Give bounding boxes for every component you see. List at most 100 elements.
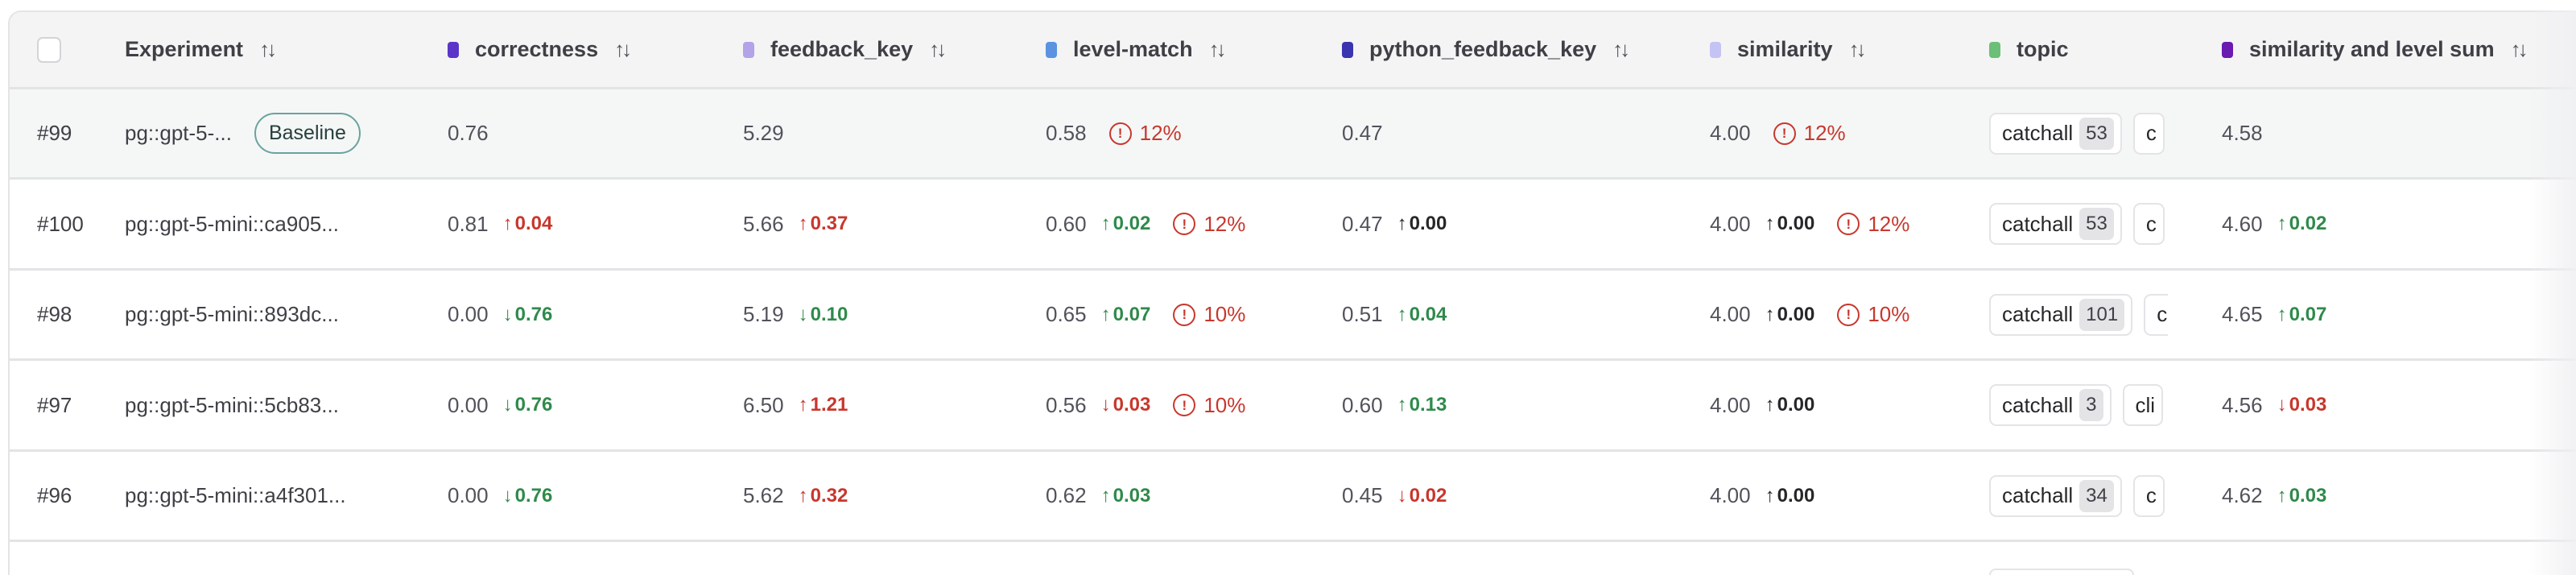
column-header-experiment[interactable]: Experiment ↑↓ — [125, 12, 277, 87]
table-row-partial[interactable] — [10, 542, 2576, 575]
sort-arrows-icon[interactable]: ↑↓ — [259, 37, 277, 61]
arrow-up-icon: ↑ — [2277, 213, 2287, 234]
delta-amount: 0.02 — [1113, 213, 1151, 234]
topic-chip[interactable]: c — [2132, 474, 2165, 517]
metric-cell-correctness: 0.00 ↓ 0.76 — [448, 362, 552, 449]
topic-chip[interactable]: catchall 3 — [1989, 384, 2112, 426]
topic-chip[interactable]: catchall 53 — [1989, 112, 2122, 155]
metric-cell-feedback_key: 6.50 ↑ 1.21 — [743, 362, 848, 449]
topic-chip[interactable]: c — [2132, 203, 2165, 245]
arrow-up-icon: ↑ — [1765, 213, 1775, 234]
metric-cell-sum: 4.60 ↑ 0.02 — [2222, 180, 2326, 268]
column-header-correctness[interactable]: correctness ↑↓ — [448, 12, 632, 87]
metric-value: 4.00 — [1710, 211, 1751, 236]
metric-delta: ↑ 0.04 — [1397, 304, 1447, 326]
topic-chip[interactable]: catchall 53 — [1989, 203, 2122, 245]
sort-arrows-icon[interactable]: ↑↓ — [929, 37, 947, 61]
topic-label: catchall — [2002, 392, 2074, 417]
error-rate-warning[interactable]: ! 10% — [1173, 302, 1245, 327]
alert-circle-icon: ! — [1773, 122, 1796, 145]
sort-arrows-icon[interactable]: ↑↓ — [1848, 37, 1867, 61]
metric-delta: ↑ 0.03 — [2277, 485, 2327, 507]
metric-delta: ↑ 0.00 — [1765, 394, 1815, 416]
error-rate-warning[interactable]: ! 12% — [1837, 212, 1909, 237]
table-row[interactable]: #99 pg::gpt-5-... Baseline 0.76 5.29 0.58! 12%… — [10, 89, 2576, 180]
metric-value: 0.65 — [1046, 302, 1087, 326]
metric-value: 0.00 — [448, 483, 489, 507]
column-header-topic[interactable]: topic — [1989, 12, 2069, 87]
metric-cell-python_feedback_key: 0.45 ↓ 0.02 — [1342, 452, 1447, 540]
topic-count: 53 — [2079, 117, 2114, 150]
error-rate-warning[interactable]: ! 10% — [1837, 302, 1909, 327]
experiment-cell[interactable]: pg::gpt-5-... Baseline — [125, 89, 361, 177]
topic-chip[interactable]: cli — [2122, 384, 2164, 426]
experiment-name[interactable]: pg::gpt-5-... — [125, 121, 232, 145]
metric-value: 4.00 — [1710, 483, 1751, 507]
error-rate-value: 10% — [1203, 302, 1246, 326]
topic-label: catchall — [2002, 302, 2074, 326]
select-all-checkbox[interactable] — [37, 36, 61, 63]
sort-arrows-icon[interactable]: ↑↓ — [614, 37, 632, 61]
topic-chip[interactable]: catchall 101 — [1989, 293, 2133, 336]
sort-arrows-icon[interactable]: ↑↓ — [2510, 37, 2529, 61]
delta-amount: 0.32 — [810, 484, 848, 507]
column-header-sum[interactable]: similarity and level sum ↑↓ — [2222, 12, 2529, 87]
topic-chip[interactable]: c — [2132, 112, 2165, 155]
metric-cell-python_feedback_key: 0.51 ↑ 0.04 — [1342, 271, 1447, 358]
delta-amount: 0.04 — [1409, 303, 1447, 325]
delta-amount: 0.13 — [1409, 394, 1447, 416]
metric-value: 4.60 — [2222, 211, 2263, 236]
column-header-level_match[interactable]: level-match ↑↓ — [1046, 12, 1227, 87]
topic-label: c — [2157, 302, 2168, 326]
topic-chip[interactable]: catchall 34 — [1989, 474, 2122, 517]
metric-delta: ↑ 0.07 — [1101, 304, 1151, 326]
topic-chip[interactable] — [1989, 568, 2134, 575]
error-rate-warning[interactable]: ! 12% — [1108, 121, 1182, 146]
topic-label: c — [2145, 483, 2157, 507]
arrow-up-icon: ↑ — [798, 394, 808, 416]
experiment-name[interactable]: pg::gpt-5-mini::ca905... — [125, 211, 339, 236]
error-rate-value: 12% — [1868, 211, 1910, 236]
column-header-python_feedback_key[interactable]: python_feedback_key ↑↓ — [1342, 12, 1630, 87]
delta-amount: 0.37 — [810, 213, 848, 234]
delta-amount: 0.03 — [2289, 484, 2327, 507]
topic-count: 34 — [2079, 479, 2114, 512]
experiment-name[interactable]: pg::gpt-5-mini::a4f301... — [125, 483, 346, 507]
arrow-up-icon: ↑ — [1397, 394, 1407, 416]
table-row[interactable]: #98 pg::gpt-5-mini::893dc... 0.00 ↓ 0.76 5.19… — [10, 271, 2576, 361]
error-rate-warning[interactable]: ! 12% — [1773, 121, 1846, 146]
column-header-similarity[interactable]: similarity ↑↓ — [1710, 12, 1867, 87]
experiment-cell[interactable]: pg::gpt-5-mini::ca905... — [125, 180, 339, 268]
metric-cell-python_feedback_key: 0.47 ↑ 0.00 — [1342, 180, 1447, 268]
arrow-up-icon: ↑ — [1100, 213, 1111, 234]
topic-label: cli — [2135, 392, 2156, 417]
experiment-name[interactable]: pg::gpt-5-mini::893dc... — [125, 302, 339, 326]
experiment-cell[interactable]: pg::gpt-5-mini::5cb83... — [125, 362, 339, 449]
metric-cell-feedback_key: 5.66 ↑ 0.37 — [743, 180, 848, 268]
experiment-cell[interactable]: pg::gpt-5-mini::a4f301... — [125, 452, 346, 540]
table-row[interactable]: #96 pg::gpt-5-mini::a4f301... 0.00 ↓ 0.76 5.6… — [10, 452, 2576, 542]
metric-delta: ↑ 0.00 — [1765, 304, 1815, 326]
topic-label: c — [2145, 121, 2157, 145]
arrow-up-icon: ↑ — [1397, 213, 1407, 234]
column-header-feedback_key[interactable]: feedback_key ↑↓ — [743, 12, 947, 87]
color-dot-correctness — [448, 41, 459, 58]
color-dot-sum — [2222, 41, 2233, 58]
error-rate-warning[interactable]: ! 12% — [1173, 212, 1245, 237]
delta-amount: 0.00 — [1777, 303, 1815, 325]
sort-arrows-icon[interactable]: ↑↓ — [1612, 37, 1630, 61]
table-row[interactable]: #100 pg::gpt-5-mini::ca905... 0.81 ↑ 0.04 5.6… — [10, 180, 2576, 271]
sort-arrows-icon[interactable]: ↑↓ — [1208, 37, 1227, 61]
column-header-label: similarity and level sum — [2249, 37, 2495, 61]
experiment-cell[interactable]: pg::gpt-5-mini::893dc... — [125, 271, 339, 358]
table-row[interactable]: #97 pg::gpt-5-mini::5cb83... 0.00 ↓ 0.76 6.50… — [10, 361, 2576, 452]
metric-cell-level_match: 0.62 ↑ 0.03 — [1046, 452, 1150, 540]
color-dot-similarity — [1710, 41, 1721, 58]
color-dot-topic — [1989, 41, 2000, 58]
topic-chip[interactable]: c — [2144, 293, 2168, 336]
alert-circle-icon: ! — [1108, 122, 1132, 145]
error-rate-warning[interactable]: ! 10% — [1173, 393, 1245, 418]
alert-circle-icon: ! — [1173, 303, 1196, 326]
experiment-name[interactable]: pg::gpt-5-mini::5cb83... — [125, 392, 339, 417]
metric-value: 4.58 — [2222, 121, 2263, 145]
